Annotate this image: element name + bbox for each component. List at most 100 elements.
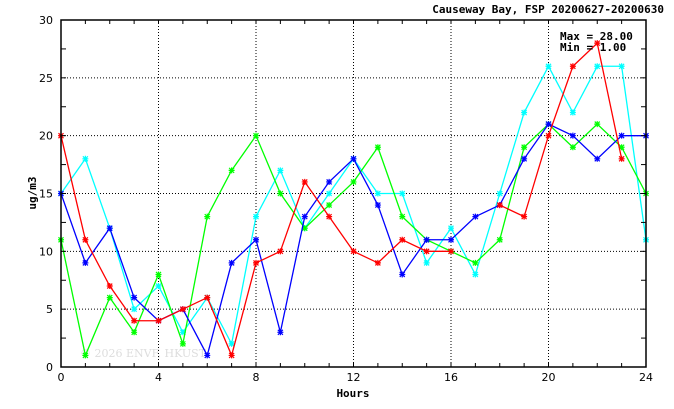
data-point-blue (569, 132, 576, 139)
data-point-cyan (253, 213, 259, 220)
data-point-red (618, 155, 625, 162)
data-point-red (496, 202, 503, 209)
data-point-green (179, 340, 186, 347)
x-axis-label: Hours (336, 387, 369, 400)
data-point-red (350, 248, 357, 255)
data-point-red (253, 259, 259, 266)
data-point-cyan (448, 225, 454, 232)
data-point-cyan (545, 63, 552, 70)
data-point-green (326, 202, 333, 209)
data-point-green (253, 132, 259, 139)
data-point-cyan (374, 190, 381, 197)
data-point-blue (374, 202, 381, 209)
data-point-green (204, 213, 211, 220)
x-tick-label: 0 (58, 371, 65, 384)
data-point-red (204, 294, 211, 301)
data-point-red (569, 63, 576, 70)
data-point-green (496, 236, 503, 243)
watermark: © 2026 ENVF, HKUST (80, 347, 207, 360)
data-point-green (569, 144, 576, 151)
data-point-green (374, 144, 381, 151)
data-point-green (277, 190, 284, 197)
data-point-blue (448, 236, 454, 243)
data-point-red (448, 248, 454, 255)
data-point-red (179, 306, 186, 313)
x-tick-label: 4 (155, 371, 162, 384)
data-point-blue (350, 155, 357, 162)
data-point-green (106, 294, 113, 301)
data-point-cyan (496, 190, 503, 197)
data-point-blue (131, 294, 138, 301)
y-tick-label: 10 (39, 245, 53, 258)
x-tick-label: 12 (347, 371, 361, 384)
data-point-red (374, 259, 381, 266)
data-point-cyan (399, 190, 406, 197)
data-point-blue (106, 225, 113, 232)
data-point-red (545, 132, 552, 139)
data-point-red (277, 248, 284, 255)
data-point-cyan (277, 167, 284, 174)
data-point-green (131, 329, 138, 336)
y-tick-label: 0 (46, 361, 53, 374)
data-point-red (423, 248, 430, 255)
data-point-blue (204, 352, 211, 359)
y-tick-label: 25 (39, 72, 53, 85)
data-point-cyan (82, 155, 89, 162)
data-point-blue (399, 271, 406, 278)
data-point-blue (472, 213, 479, 220)
data-point-green (155, 271, 162, 278)
data-point-red (399, 236, 406, 243)
data-point-green (521, 144, 528, 151)
data-point-cyan (155, 283, 162, 290)
data-point-blue (423, 236, 430, 243)
data-point-green (350, 178, 357, 185)
data-point-cyan (228, 340, 235, 347)
data-point-red (301, 178, 308, 185)
data-point-green (82, 352, 89, 359)
x-tick-label: 8 (253, 371, 260, 384)
data-point-cyan (423, 259, 430, 266)
data-point-cyan (326, 190, 333, 197)
data-point-green (301, 225, 308, 232)
data-point-cyan (569, 109, 576, 116)
y-axis-label: ug/m3 (26, 176, 39, 209)
annotation-max: Max = 28.00 (560, 30, 633, 43)
data-point-red (131, 317, 138, 324)
data-point-blue (228, 259, 235, 266)
data-point-blue (326, 178, 333, 185)
y-tick-label: 5 (46, 303, 53, 316)
data-point-red (228, 352, 235, 359)
data-point-cyan (594, 63, 601, 70)
data-point-cyan (521, 109, 528, 116)
x-tick-label: 20 (542, 371, 556, 384)
annotation-min: Min = 1.00 (560, 41, 626, 54)
chart-title: Causeway Bay, FSP 20200627-20200630 (432, 3, 664, 16)
x-tick-label: 24 (639, 371, 653, 384)
data-point-blue (253, 236, 259, 243)
y-tick-label: 15 (39, 188, 53, 201)
data-point-blue (277, 329, 284, 336)
data-point-red (326, 213, 333, 220)
data-point-cyan (179, 329, 186, 336)
data-point-cyan (618, 63, 625, 70)
data-point-cyan (131, 306, 138, 313)
data-point-red (155, 317, 162, 324)
data-point-blue (618, 132, 625, 139)
data-point-red (521, 213, 528, 220)
data-point-blue (521, 155, 528, 162)
x-tick-label: 16 (444, 371, 458, 384)
data-point-blue (545, 121, 552, 128)
data-point-cyan (472, 271, 479, 278)
data-point-red (106, 283, 113, 290)
data-point-green (594, 121, 601, 128)
data-point-red (594, 40, 601, 47)
data-point-green (228, 167, 235, 174)
y-tick-label: 30 (39, 14, 53, 27)
data-point-blue (82, 259, 89, 266)
data-point-green (399, 213, 406, 220)
data-point-red (82, 236, 89, 243)
data-point-blue (301, 213, 308, 220)
data-point-green (618, 144, 625, 151)
data-point-blue (594, 155, 601, 162)
